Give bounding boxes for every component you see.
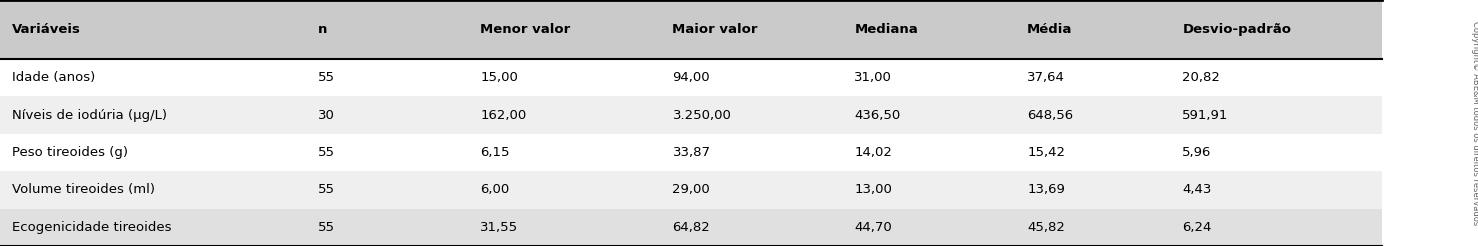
- Text: 15,42: 15,42: [1027, 146, 1066, 159]
- Text: 20,82: 20,82: [1182, 71, 1221, 84]
- Text: 37,64: 37,64: [1027, 71, 1066, 84]
- Text: 45,82: 45,82: [1027, 221, 1066, 234]
- Text: Maior valor: Maior valor: [672, 23, 758, 36]
- Bar: [0, 134, 1382, 171]
- Text: 94,00: 94,00: [672, 71, 709, 84]
- Text: Menor valor: Menor valor: [480, 23, 571, 36]
- Text: 648,56: 648,56: [1027, 109, 1073, 122]
- Text: 29,00: 29,00: [672, 184, 711, 196]
- Text: Mediana: Mediana: [854, 23, 918, 36]
- Bar: [0, 171, 1382, 209]
- Text: 44,70: 44,70: [854, 221, 893, 234]
- Text: 3.250,00: 3.250,00: [672, 109, 732, 122]
- Text: 436,50: 436,50: [854, 109, 900, 122]
- Bar: [0, 96, 1382, 134]
- Text: 6,00: 6,00: [480, 184, 510, 196]
- Text: 31,00: 31,00: [854, 71, 893, 84]
- Bar: [0, 0, 1382, 59]
- Text: 162,00: 162,00: [480, 109, 526, 122]
- Text: 591,91: 591,91: [1182, 109, 1228, 122]
- Text: 64,82: 64,82: [672, 221, 711, 234]
- Text: 14,02: 14,02: [854, 146, 893, 159]
- Text: 33,87: 33,87: [672, 146, 711, 159]
- Text: 31,55: 31,55: [480, 221, 519, 234]
- Text: 15,00: 15,00: [480, 71, 519, 84]
- Text: Variáveis: Variáveis: [12, 23, 81, 36]
- Text: 6,24: 6,24: [1182, 221, 1212, 234]
- Text: Volume tireoides (ml): Volume tireoides (ml): [12, 184, 155, 196]
- Text: Ecogenicidade tireoides: Ecogenicidade tireoides: [12, 221, 171, 234]
- Text: Desvio-padrão: Desvio-padrão: [1182, 23, 1292, 36]
- Text: Níveis de iodúria (μg/L): Níveis de iodúria (μg/L): [12, 109, 167, 122]
- Text: 55: 55: [318, 184, 336, 196]
- Text: 55: 55: [318, 71, 336, 84]
- Text: n: n: [318, 23, 327, 36]
- Text: Média: Média: [1027, 23, 1073, 36]
- Bar: [0, 209, 1382, 246]
- Text: Idade (anos): Idade (anos): [12, 71, 95, 84]
- Text: 55: 55: [318, 146, 336, 159]
- Text: 13,69: 13,69: [1027, 184, 1066, 196]
- Text: Copyright© ABE&M todos os direitos reservados: Copyright© ABE&M todos os direitos reser…: [1471, 21, 1478, 225]
- Bar: [0, 59, 1382, 96]
- Text: 55: 55: [318, 221, 336, 234]
- Text: 6,15: 6,15: [480, 146, 510, 159]
- Text: 13,00: 13,00: [854, 184, 893, 196]
- Text: Peso tireoides (g): Peso tireoides (g): [12, 146, 127, 159]
- Text: 30: 30: [318, 109, 334, 122]
- Text: 4,43: 4,43: [1182, 184, 1212, 196]
- Text: 5,96: 5,96: [1182, 146, 1212, 159]
